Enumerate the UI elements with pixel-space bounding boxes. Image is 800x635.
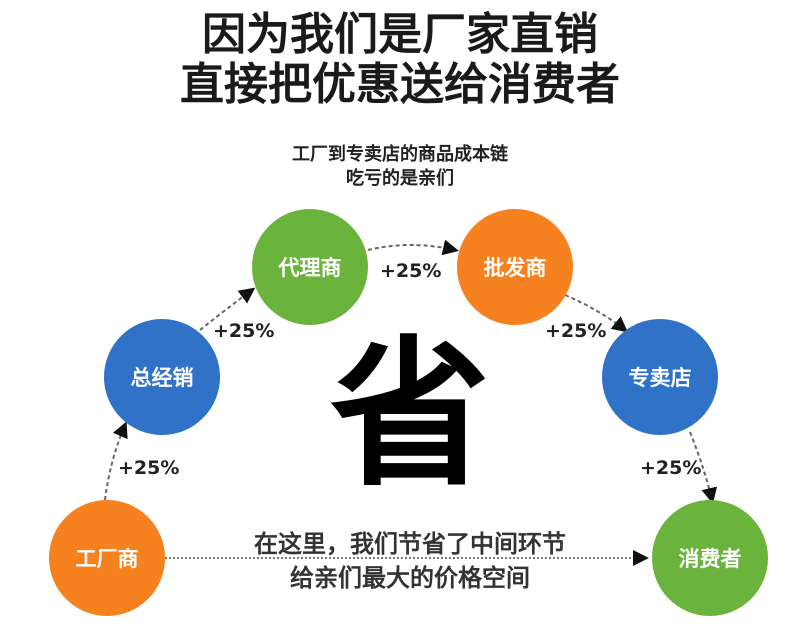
subtitle-line-2: 吃亏的是亲们 — [346, 168, 454, 189]
node-agent: 代理商 — [252, 209, 368, 325]
node-wholesaler: 批发商 — [457, 209, 573, 325]
markup-label: +25% — [118, 457, 180, 479]
markup-label: +25% — [380, 260, 442, 282]
node-consumer: 消费者 — [652, 500, 768, 616]
bottom-line-1: 在这里，我们节省了中间环节 — [254, 530, 566, 558]
bottom-line-2: 给亲们最大的价格空间 — [290, 564, 530, 592]
node-factory: 工厂商 — [49, 500, 165, 616]
arrow-distributor-to-agent — [199, 287, 256, 331]
markup-label: +25% — [545, 320, 607, 342]
markup-label: +25% — [640, 457, 702, 479]
save-character: 省 — [330, 321, 491, 508]
arrow-store-to-consumer — [689, 431, 718, 504]
title-line-2: 直接把优惠送给消费者 — [180, 59, 620, 110]
title-line-1: 因为我们是厂家直销 — [202, 9, 598, 60]
node-general-distributor: 总经销 — [104, 319, 220, 435]
arrow-factory-to-distributor — [104, 421, 128, 501]
subtitle-line-1: 工厂到专卖店的商品成本链 — [292, 144, 508, 165]
arrow-agent-to-wholesaler — [367, 239, 459, 256]
markup-label: +25% — [213, 320, 275, 342]
node-store: 专卖店 — [602, 319, 718, 435]
arrow-wholesaler-to-store — [564, 294, 629, 333]
